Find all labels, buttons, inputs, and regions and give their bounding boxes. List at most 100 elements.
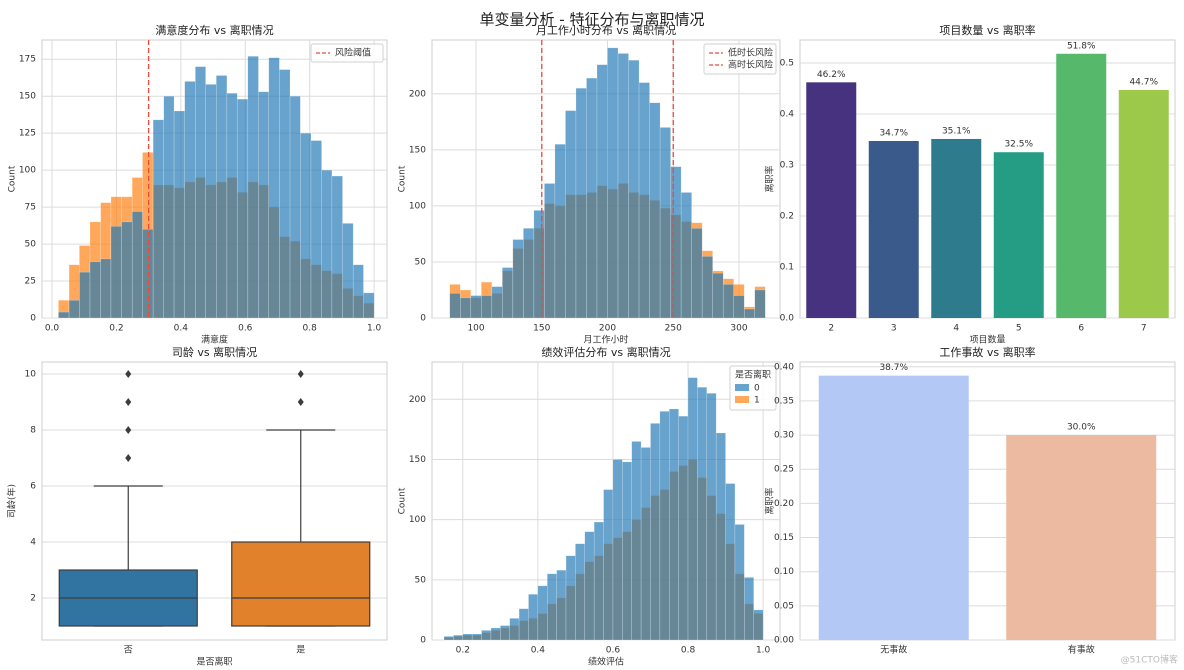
histogram-bar	[622, 461, 632, 641]
histogram-bar	[470, 295, 482, 319]
y-tick-label: 0.05	[774, 601, 794, 611]
outlier	[125, 426, 132, 435]
histogram-bar	[659, 411, 670, 641]
histogram-bar	[649, 102, 661, 319]
x-tick-label: 7	[1141, 324, 1147, 334]
histogram-bar	[258, 91, 270, 319]
y-tick-label: 6	[30, 482, 36, 492]
histogram-bar	[226, 92, 238, 319]
y-tick-label: 0.00	[774, 636, 794, 646]
histogram-bar	[733, 295, 745, 319]
histogram-bar	[279, 69, 291, 319]
histogram-bar	[669, 408, 679, 641]
bar	[1006, 435, 1157, 640]
histogram-bar	[584, 531, 595, 641]
histogram-bar	[184, 81, 196, 319]
y-tick-label: 0.15	[774, 533, 794, 543]
legend-label: 低时长风险	[728, 47, 773, 59]
x-tick-label: 3	[891, 324, 897, 334]
histogram-bar	[753, 609, 764, 641]
x-tick-label: 100	[467, 324, 484, 334]
x-axis-label: 满意度	[201, 334, 228, 346]
x-axis-label: 项目数量	[969, 334, 1005, 346]
histogram-bar	[502, 267, 514, 319]
panel: 0 50 100 150 200 100 150 200 250 300 月工作小时分布 vs 离职…	[398, 23, 781, 346]
watermark: @51CTO博客	[1121, 654, 1178, 666]
y-tick-label: 0.10	[774, 567, 794, 577]
x-tick-label: 2	[828, 324, 834, 334]
panel: 0 50 100 150 200 0.2 0.4 0.6 0.8 1.0 绩效评估分布 vs 离职情…	[398, 345, 781, 668]
histogram-bar	[701, 256, 713, 319]
bar	[1118, 89, 1169, 319]
x-tick-label: 是	[296, 645, 305, 656]
y-axis-label: Count	[398, 165, 408, 192]
y-tick-label: 200	[409, 395, 426, 405]
histogram-bar	[691, 228, 703, 319]
histogram-bar	[528, 594, 539, 641]
histogram-bar	[490, 627, 501, 641]
histogram-bar	[500, 625, 510, 641]
histogram-bar	[575, 87, 587, 319]
y-tick-label: 50	[415, 257, 427, 267]
outlier	[297, 398, 304, 407]
bar	[931, 138, 982, 318]
y-tick-label: 100	[19, 166, 36, 176]
x-tick-label: 0.2	[456, 646, 470, 656]
value-label: 38.7%	[879, 363, 908, 373]
panel-title: 满意度分布 vs 离职情况	[155, 23, 273, 37]
bar	[818, 375, 969, 640]
x-tick-label: 1.0	[756, 646, 771, 656]
histogram-bar	[216, 75, 228, 319]
histogram-bar	[331, 175, 343, 319]
histogram-bar	[449, 293, 461, 319]
x-tick-label: 0.0	[45, 324, 60, 334]
y-axis-label: 离职率	[764, 165, 776, 192]
histogram-bar	[712, 272, 724, 319]
histogram-bar	[744, 577, 754, 641]
histogram-bar	[638, 82, 650, 319]
histogram-bar	[743, 308, 756, 319]
bar	[1056, 53, 1107, 319]
histogram-bar	[163, 95, 175, 319]
histogram-bar	[607, 47, 619, 319]
value-label: 35.1%	[942, 126, 971, 136]
legend-label: 高时长风险	[728, 59, 773, 71]
histogram-bar	[321, 169, 333, 319]
x-axis-label: 是否离职	[196, 656, 232, 668]
histogram-bar	[100, 258, 112, 319]
y-tick-label: 150	[19, 92, 36, 102]
y-tick-label: 150	[409, 145, 426, 155]
panel: 0.0 0.1 0.2 0.3 0.4 0.5 46.2% 2 34.7% 3 35.1% 4 32.5…	[764, 23, 1176, 346]
outlier	[297, 370, 304, 379]
histogram-bar	[617, 53, 629, 319]
histogram-bar	[471, 633, 482, 641]
histogram-bar	[79, 271, 91, 319]
histogram-bar	[678, 415, 689, 641]
y-tick-label: 0.4	[780, 109, 795, 119]
histogram-bar	[533, 210, 545, 319]
y-tick-label: 75	[25, 203, 36, 213]
value-label: 46.2%	[817, 70, 846, 80]
panel-title: 工作事故 vs 离职率	[939, 345, 1035, 359]
legend-swatch	[735, 396, 749, 403]
histogram-bar	[518, 608, 529, 641]
legend-title: 是否离职	[735, 369, 771, 381]
histogram-bar	[697, 387, 708, 641]
y-tick-label: 0.20	[774, 499, 794, 509]
histogram-bar	[593, 521, 604, 641]
y-tick-label: 175	[19, 55, 36, 65]
histogram-bar	[575, 543, 586, 641]
outlier	[125, 398, 132, 407]
panel-title: 司龄 vs 离职情况	[172, 345, 257, 359]
y-axis-label: Count	[398, 487, 408, 514]
y-tick-label: 2	[30, 594, 36, 604]
histogram-bar	[523, 228, 535, 319]
histogram-bar	[670, 166, 682, 319]
y-tick-label: 0.25	[774, 465, 794, 475]
panel-title: 项目数量 vs 离职率	[939, 23, 1035, 37]
y-tick-label: 0	[420, 636, 426, 646]
histogram-bar	[58, 311, 70, 319]
plot-area	[799, 39, 1176, 319]
x-tick-label: 5	[1016, 324, 1022, 334]
